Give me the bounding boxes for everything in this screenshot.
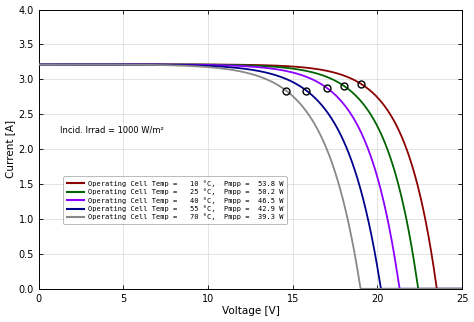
X-axis label: Voltage [V]: Voltage [V] (221, 307, 279, 317)
Y-axis label: Current [A]: Current [A] (6, 120, 16, 178)
Legend: Operating Cell Temp =   10 °C,  Pmpp =  53.8 W, Operating Cell Temp =   25 °C,  : Operating Cell Temp = 10 °C, Pmpp = 53.8… (64, 176, 287, 224)
Text: Incid. Irrad = 1000 W/m²: Incid. Irrad = 1000 W/m² (60, 126, 164, 135)
